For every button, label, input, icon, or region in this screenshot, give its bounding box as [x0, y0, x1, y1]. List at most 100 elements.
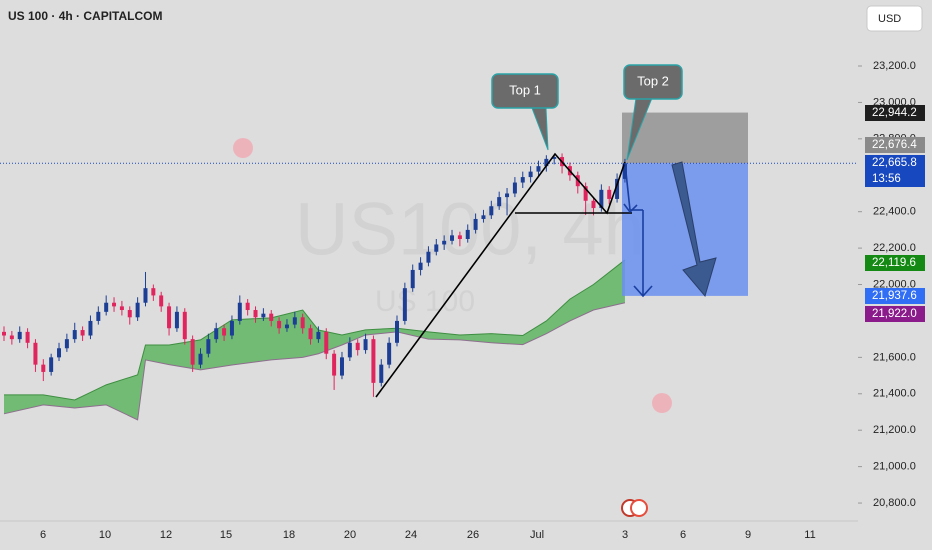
price-tag-label: 22,676.4 — [872, 139, 917, 151]
big-arrow — [671, 161, 717, 298]
x-tick-label: 10 — [99, 529, 111, 541]
candle-body — [355, 342, 360, 351]
candle-body — [544, 158, 549, 167]
candle-body — [607, 189, 612, 199]
candle-body — [64, 339, 69, 349]
candle-body — [292, 317, 297, 325]
arrow — [624, 162, 631, 211]
candle-body — [143, 288, 148, 303]
x-tick-label: 9 — [745, 529, 751, 541]
candle-body — [457, 235, 462, 239]
candle-body — [277, 320, 282, 329]
x-tick-label: 24 — [405, 529, 417, 541]
currency-button[interactable] — [866, 5, 923, 32]
countdown: 13:56 — [872, 173, 901, 185]
candle-body — [512, 182, 517, 194]
candle-body — [222, 328, 227, 336]
candle-body — [379, 364, 384, 383]
callout-text: Top 2 — [637, 73, 669, 88]
candle-body — [324, 331, 329, 354]
candle-body — [591, 200, 596, 209]
price-tag-label: 22,665.8 — [872, 157, 917, 169]
candle-body — [112, 302, 117, 307]
candle-body — [505, 193, 510, 198]
candle-body — [237, 302, 242, 321]
price-tag-label: 22,119.6 — [872, 257, 916, 269]
cloud — [4, 259, 625, 420]
price-tag — [865, 306, 925, 322]
candle-body — [316, 331, 321, 340]
candle-body — [245, 302, 250, 311]
cloud-lower — [3, 302, 626, 421]
candle-body — [72, 330, 77, 340]
chart-title: US 100 · 4h · CAPITALCOM — [8, 9, 162, 23]
y-tick-label: 23,200.0 — [873, 60, 916, 72]
callout — [623, 64, 683, 100]
pattern-line — [375, 152, 626, 398]
candle-body — [481, 215, 486, 219]
candle-body — [135, 302, 140, 318]
candle-body — [552, 157, 557, 159]
candle-body — [339, 357, 344, 376]
arrow-head — [633, 285, 653, 298]
candle-body — [174, 311, 179, 329]
x-tick-label: 6 — [680, 529, 686, 541]
candle-body — [167, 306, 172, 329]
axis: 23,200.023,000.022,800.022,400.022,200.0… — [40, 60, 925, 541]
candle-body — [347, 342, 352, 358]
candle-body — [159, 295, 164, 307]
candle-body — [25, 331, 30, 343]
candle-body — [387, 342, 392, 365]
marker-dot — [652, 393, 672, 413]
price-tag-label: 21,937.6 — [872, 290, 917, 302]
candle-body — [2, 331, 6, 336]
candle-body — [214, 328, 219, 340]
candle-body — [41, 364, 46, 372]
watermark-sub: US 100 — [375, 285, 475, 318]
candle-body — [300, 317, 305, 329]
candle-body — [96, 311, 101, 321]
x-tick-label: 18 — [283, 529, 295, 541]
candle-body — [88, 320, 93, 336]
candle-body — [308, 328, 313, 340]
y-tick-label: 22,400.0 — [873, 206, 916, 218]
event-icon[interactable] — [630, 499, 648, 517]
price-tag — [865, 137, 925, 153]
price-axis — [858, 0, 932, 550]
x-tick-label: 12 — [160, 529, 172, 541]
candle-body — [489, 206, 494, 216]
candle-body — [442, 240, 447, 245]
candle-body — [253, 310, 258, 318]
candle-body — [182, 311, 187, 340]
candle-body — [599, 189, 604, 209]
candle-body — [465, 229, 470, 239]
arrow-head — [623, 203, 638, 214]
candle-body — [473, 218, 478, 230]
candle-body — [49, 357, 54, 372]
y-tick-label: 21,600.0 — [873, 351, 916, 363]
x-tick-label: 26 — [467, 529, 479, 541]
candle-body — [520, 177, 525, 183]
candle-body — [229, 320, 234, 336]
currency-label[interactable]: USD — [878, 13, 901, 25]
candle-body — [450, 235, 455, 241]
price-tag — [865, 288, 925, 304]
candle-body — [57, 348, 62, 358]
candle-body — [127, 310, 132, 318]
candle-body — [583, 186, 588, 201]
candle-body — [206, 339, 211, 354]
callout — [491, 73, 559, 109]
y-tick-label: 21,200.0 — [873, 424, 916, 436]
candle-body — [198, 353, 203, 365]
x-tick-label: 15 — [220, 529, 232, 541]
price-tag — [865, 255, 925, 271]
price-tag-label: 21,922.0 — [872, 308, 917, 320]
y-tick-label: 22,000.0 — [873, 278, 916, 290]
candle-body — [410, 269, 415, 289]
candle-body — [371, 339, 376, 383]
candle-body — [363, 339, 368, 351]
x-tick-label: 20 — [344, 529, 356, 541]
x-tick-label: Jul — [530, 529, 544, 541]
